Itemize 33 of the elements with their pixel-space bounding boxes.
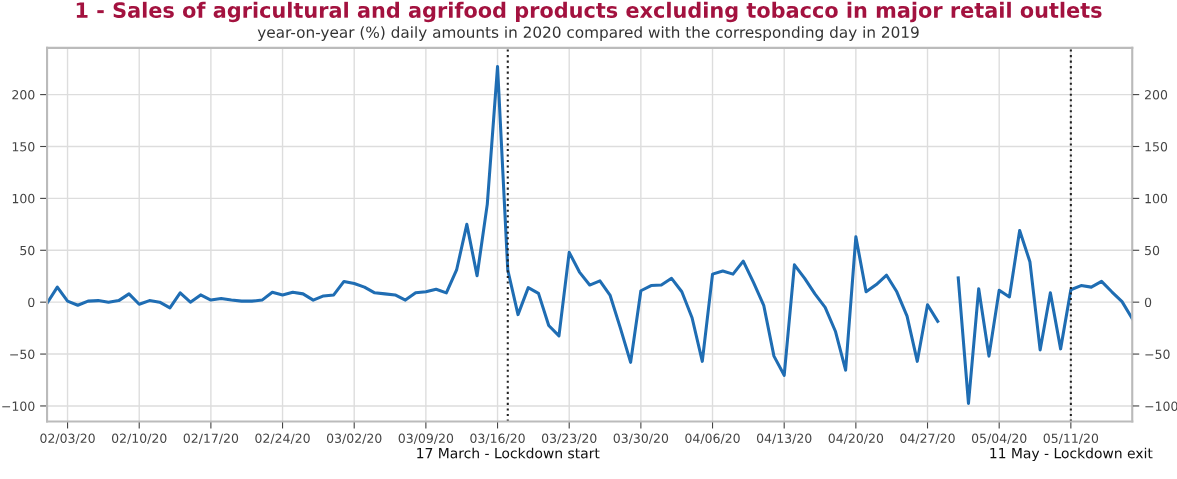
y-tick-label: −50 bbox=[10, 349, 35, 359]
y2-tick-label: −50 bbox=[1145, 349, 1170, 359]
x-tick-label: 04/20/20 bbox=[828, 433, 884, 444]
y2-tick-label: −100 bbox=[1145, 401, 1177, 411]
x-tick-label: 05/04/20 bbox=[971, 433, 1027, 444]
x-tick-label: 04/13/20 bbox=[756, 433, 812, 444]
x-tick-label: 02/17/20 bbox=[183, 433, 239, 444]
y-tick-label: 50 bbox=[20, 245, 35, 256]
y-tick-label: 0 bbox=[28, 297, 35, 308]
x-tick-label: 05/11/20 bbox=[1043, 433, 1099, 444]
x-tick-label: 03/09/20 bbox=[398, 433, 454, 444]
x-tick-label: 02/03/20 bbox=[40, 433, 95, 444]
y2-tick-label: 50 bbox=[1145, 245, 1160, 256]
y2-tick-label: 100 bbox=[1145, 193, 1168, 204]
y2-tick-label: 150 bbox=[1145, 141, 1168, 152]
ref-line-label: 11 May - Lockdown exit bbox=[990, 447, 1153, 462]
chart-subtitle: year-on-year (%) daily amounts in 2020 compared with the corresponding day in 2019 bbox=[257, 26, 919, 41]
x-tick-label: 02/10/20 bbox=[111, 433, 167, 444]
y-tick-label: 150 bbox=[12, 141, 35, 152]
y-tick-label: 100 bbox=[12, 193, 35, 204]
ref-line-label: 17 March - Lockdown start bbox=[417, 447, 600, 459]
x-tick-label: 04/06/20 bbox=[685, 433, 740, 444]
y-tick-label: 200 bbox=[12, 90, 35, 100]
x-tick-label: 04/27/20 bbox=[900, 433, 955, 444]
y2-tick-label: 200 bbox=[1145, 90, 1168, 100]
x-tick-label: 03/30/20 bbox=[613, 433, 669, 444]
y2-tick-label: 0 bbox=[1144, 297, 1152, 308]
x-tick-label: 02/24/20 bbox=[255, 433, 310, 444]
x-tick-label: 03/23/20 bbox=[541, 433, 597, 444]
x-tick-label: 03/02/20 bbox=[326, 433, 382, 444]
x-tick-label: 03/16/20 bbox=[470, 433, 525, 444]
y-tick-label: −100 bbox=[2, 401, 35, 411]
chart-title: 1 - Sales of agricultural and agrifood products excluding tobacco in major retail outlets bbox=[76, 1, 1102, 23]
